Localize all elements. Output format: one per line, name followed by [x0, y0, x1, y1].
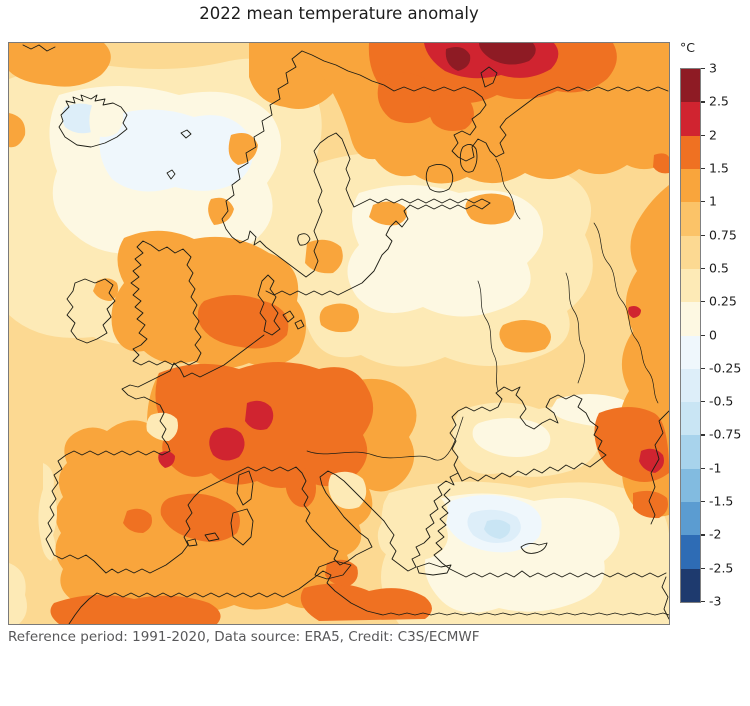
- colorbar-tick: [701, 201, 705, 203]
- colorbar-tick: [701, 401, 705, 403]
- colorbar-segment: [681, 468, 700, 503]
- colorbar-tick-label: 1: [709, 193, 717, 209]
- colorbar-unit-label: °C: [680, 40, 695, 55]
- colorbar-tick: [701, 567, 705, 569]
- colorbar-tick-label: 2.5: [709, 93, 729, 109]
- colorbar-tick-label: -3: [709, 593, 722, 609]
- colorbar-tick-label: -0.75: [709, 426, 742, 442]
- colorbar: 3 2.5 2 1.5 1 0.75 0.5 0.25 0 -0.25 -0.5 -0.75 -1 -1.…: [680, 61, 750, 609]
- colorbar-tick: [701, 467, 705, 469]
- colorbar-segment: [681, 168, 700, 203]
- colorbar-tick-label: -1.5: [709, 493, 734, 509]
- colorbar-tick-label: -0.5: [709, 393, 734, 409]
- colorbar-tick-label: 2: [709, 127, 717, 143]
- colorbar-segment: [681, 435, 700, 469]
- colorbar-segment: [681, 568, 700, 602]
- colorbar-tick-label: 0.25: [709, 293, 737, 309]
- colorbar-ticks: 3 2.5 2 1.5 1 0.75 0.5 0.25 0 -0.25 -0.5 -0.75 -1 -1.…: [700, 61, 750, 609]
- colorbar-tick: [701, 68, 705, 70]
- colorbar-tick: [701, 434, 705, 436]
- colorbar-segment: [681, 102, 700, 136]
- colorbar-tick-label: -2.5: [709, 560, 734, 576]
- colorbar-tick: [701, 134, 705, 136]
- colorbar-segment: [681, 535, 700, 569]
- colorbar-segment: [681, 335, 700, 369]
- logo-row: Copernicus Climate Change Service Europe…: [0, 658, 750, 706]
- colorbar-tick: [701, 301, 705, 303]
- map-anomaly-fills: [9, 43, 669, 624]
- chart-title: 2022 mean temperature anomaly: [199, 4, 479, 23]
- colorbar-tick: [701, 334, 705, 336]
- colorbar-segment: [681, 135, 700, 169]
- colorbar-tick-label: -1: [709, 460, 722, 476]
- colorbar-segment: [681, 69, 700, 103]
- colorbar-tick: [701, 601, 705, 603]
- colorbar-strip: [680, 68, 701, 603]
- colorbar-tick: [701, 234, 705, 236]
- colorbar-tick: [701, 367, 705, 369]
- colorbar-segment: [681, 302, 700, 336]
- colorbar-tick: [701, 534, 705, 536]
- colorbar-tick-label: 1.5: [709, 160, 729, 176]
- colorbar-tick-label: 0.5: [709, 260, 729, 276]
- colorbar-tick-label: -0.25: [709, 360, 742, 376]
- colorbar-tick: [701, 267, 705, 270]
- map-coastlines: [22, 44, 669, 624]
- colorbar-tick-label: 3: [709, 60, 717, 76]
- colorbar-tick-label: 0.75: [709, 227, 737, 243]
- colorbar-segment: [681, 235, 700, 269]
- colorbar-segment: [681, 202, 700, 236]
- colorbar-tick: [701, 501, 705, 503]
- europe-anomaly-map: [9, 43, 669, 624]
- colorbar-segment: [681, 402, 700, 436]
- colorbar-segment: [681, 368, 700, 403]
- colorbar-tick-label: 0: [709, 327, 717, 342]
- map-frame: [8, 42, 670, 625]
- colorbar-tick: [701, 101, 705, 103]
- colorbar-tick: [701, 167, 705, 170]
- colorbar-segment: [681, 502, 700, 536]
- colorbar-segment: [681, 268, 700, 303]
- colorbar-tick-label: -2: [709, 526, 722, 542]
- reference-caption: Reference period: 1991-2020, Data source…: [8, 629, 480, 645]
